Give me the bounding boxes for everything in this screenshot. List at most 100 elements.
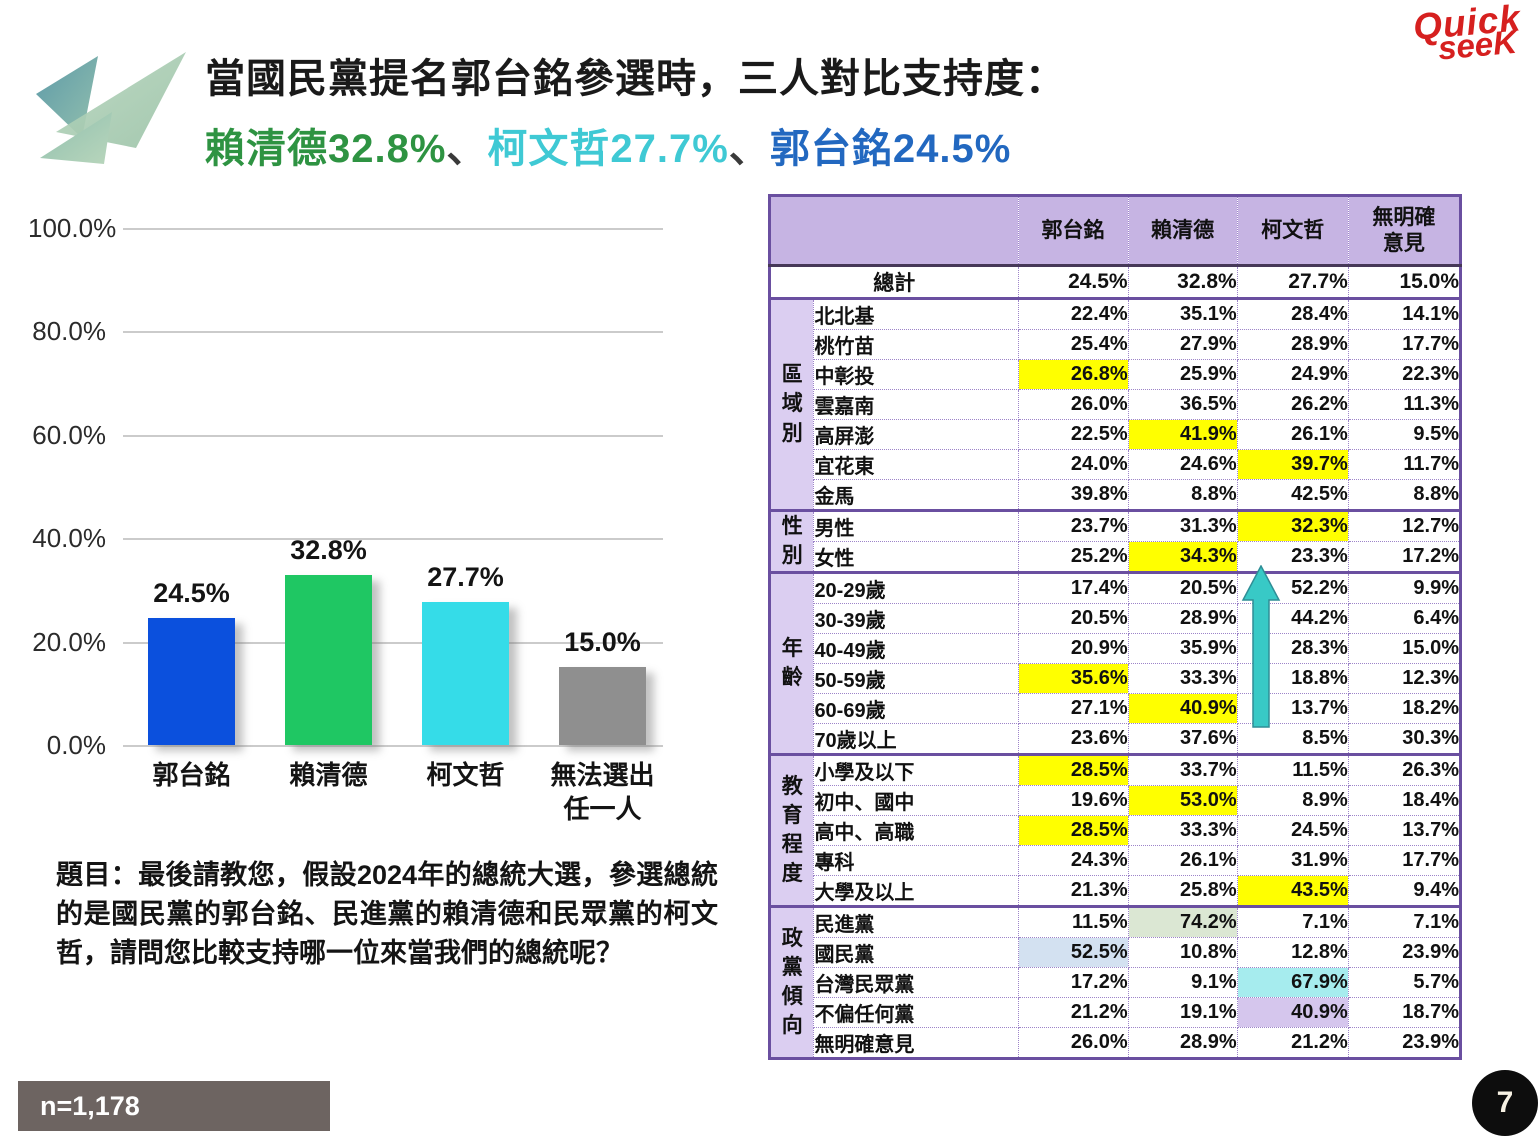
y-axis-tick-label: 20.0% <box>32 626 106 657</box>
table-value-cell: 34.3% <box>1127 541 1238 573</box>
table-value-cell: 24.3% <box>1017 845 1129 876</box>
y-axis-tick-label: 0.0% <box>46 730 106 760</box>
total-value-cell: 24.5% <box>1017 265 1129 300</box>
table-value-cell: 21.2% <box>1017 997 1129 1028</box>
total-row-label: 總計 <box>769 265 1019 300</box>
table-value-cell: 53.0% <box>1127 785 1238 816</box>
y-axis-tick-label: 40.0% <box>32 523 106 554</box>
table-row-label: 小學及以下 <box>813 753 1019 786</box>
table-value-cell: 24.6% <box>1127 449 1238 480</box>
table-row-label: 50-59歲 <box>813 663 1019 694</box>
x-axis-category-label: 郭台銘 <box>152 760 231 790</box>
table-value-cell: 14.1% <box>1347 297 1462 330</box>
table-value-cell: 22.3% <box>1347 359 1462 390</box>
table-row: 區域別北北基 22.4% 35.1% 28.4% 14.1% <box>768 297 1462 511</box>
table-row: 初中、國中 19.6% 53.0% 8.9% 18.4% <box>770 785 1462 816</box>
table-row-label: 60-69歲 <box>813 693 1019 724</box>
x-axis-category-label: 賴清德 <box>289 760 368 790</box>
chart-bar <box>422 601 509 745</box>
table-value-cell: 13.7% <box>1236 693 1349 724</box>
table-value-cell: 27.1% <box>1017 693 1129 724</box>
table-value-cell: 12.3% <box>1347 663 1462 694</box>
table-value-cell: 17.2% <box>1017 967 1129 998</box>
table-row-label: 男性 <box>813 509 1019 542</box>
table-row: 60-69歲 27.1% 40.9% 13.7% 18.2% <box>770 693 1462 724</box>
table-value-cell: 25.8% <box>1127 875 1238 907</box>
table-value-cell: 33.7% <box>1127 753 1238 786</box>
title-line2: 賴清德32.8%、柯文哲27.7%、郭台銘24.5% <box>205 116 1066 174</box>
total-value-cell: 32.8% <box>1127 265 1238 300</box>
table-value-cell: 18.7% <box>1347 997 1462 1028</box>
logo-mark-icon <box>36 52 186 164</box>
title-segment: 、 <box>728 127 770 171</box>
table-value-cell: 30.3% <box>1347 723 1462 755</box>
table-row: 70歲以上 23.6% 37.6% 8.5% 30.3% <box>770 723 1462 755</box>
table-row: 政黨傾向民進黨 11.5% 74.2% 7.1% 7.1% <box>768 905 1462 1059</box>
table-row-label: 大學及以上 <box>813 875 1019 907</box>
table-value-cell: 17.7% <box>1347 329 1462 360</box>
table-value-cell: 25.9% <box>1127 359 1238 390</box>
table-row-label: 桃竹苗 <box>813 329 1019 360</box>
table-value-cell: 26.3% <box>1347 753 1462 786</box>
table-value-cell: 26.1% <box>1127 845 1238 876</box>
table-value-cell: 18.8% <box>1236 663 1349 694</box>
table-row: 專科 24.3% 26.1% 31.9% 17.7% <box>770 845 1462 876</box>
table-row-label: 金馬 <box>813 479 1019 511</box>
table-value-cell: 8.5% <box>1236 723 1349 755</box>
chart-bar <box>559 667 646 745</box>
chart-bar <box>285 575 372 745</box>
table-row-label: 宜花東 <box>813 449 1019 480</box>
gridline <box>123 538 663 541</box>
table-row: 大學及以上 21.3% 25.8% 43.5% 9.4% <box>770 875 1462 907</box>
gridline <box>123 228 663 230</box>
table-column-header: 賴清德 <box>1127 195 1238 267</box>
table-value-cell: 44.2% <box>1236 603 1349 634</box>
table-value-cell: 7.1% <box>1236 905 1349 938</box>
table-row: 40-49歲 20.9% 35.9% 28.3% 15.0% <box>770 633 1462 664</box>
table-row: 性別男性 23.7% 31.3% 32.3% 12.7% <box>768 509 1462 573</box>
table-row: 無明確意見 26.0% 28.9% 21.2% 23.9% <box>770 1027 1462 1059</box>
table-value-cell: 12.8% <box>1236 937 1349 968</box>
total-value-cell: 27.7% <box>1236 265 1349 300</box>
table-value-cell: 11.3% <box>1347 389 1462 420</box>
table-value-cell: 19.1% <box>1127 997 1238 1028</box>
table-value-cell: 27.9% <box>1127 329 1238 360</box>
table-value-cell: 39.8% <box>1017 479 1129 511</box>
table-group-cell: 教育程度 <box>768 753 815 907</box>
table-value-cell: 21.2% <box>1236 1027 1349 1059</box>
table-value-cell: 35.9% <box>1127 633 1238 664</box>
x-axis-category-label: 柯文哲 <box>426 760 505 790</box>
page-number: 7 <box>1496 1086 1514 1119</box>
table-value-cell: 19.6% <box>1017 785 1129 816</box>
table-value-cell: 40.9% <box>1236 997 1349 1028</box>
table-value-cell: 7.1% <box>1347 905 1462 938</box>
table-value-cell: 35.6% <box>1017 663 1129 694</box>
table-value-cell: 8.9% <box>1236 785 1349 816</box>
table-total-row: 總計 24.5% 32.8% 27.7% 15.0% <box>769 265 1462 300</box>
table-row-label: 初中、國中 <box>813 785 1019 816</box>
table-value-cell: 18.4% <box>1347 785 1462 816</box>
table-value-cell: 23.9% <box>1347 1027 1462 1059</box>
table-row: 50-59歲 35.6% 33.3% 18.8% 12.3% <box>770 663 1462 694</box>
table-value-cell: 20.9% <box>1017 633 1129 664</box>
table-value-cell: 39.7% <box>1236 449 1349 480</box>
table-value-cell: 28.9% <box>1127 603 1238 634</box>
table-value-cell: 26.0% <box>1017 1027 1129 1059</box>
table-value-cell: 28.3% <box>1236 633 1349 664</box>
survey-question: 題目：最後請教您，假設2024年的總統大選，參選總統的是國民黨的郭台銘、民進黨的… <box>56 860 718 969</box>
table-column-header: 柯文哲 <box>1236 195 1349 267</box>
table-value-cell: 26.8% <box>1017 359 1129 390</box>
table-group-cell: 年齡 <box>768 571 815 755</box>
table-value-cell: 12.7% <box>1347 509 1462 542</box>
table-value-cell: 52.5% <box>1017 937 1129 968</box>
chart-bar <box>148 618 235 745</box>
table-value-cell: 31.9% <box>1236 845 1349 876</box>
table-row-label: 雲嘉南 <box>813 389 1019 420</box>
table-value-cell: 43.5% <box>1236 875 1349 907</box>
table-value-cell: 37.6% <box>1127 723 1238 755</box>
table-value-cell: 13.7% <box>1347 815 1462 846</box>
total-value-cell: 15.0% <box>1347 265 1462 300</box>
table-row-label: 民進黨 <box>813 905 1019 938</box>
table-row-label: 40-49歲 <box>813 633 1019 664</box>
table-value-cell: 11.5% <box>1017 905 1129 938</box>
